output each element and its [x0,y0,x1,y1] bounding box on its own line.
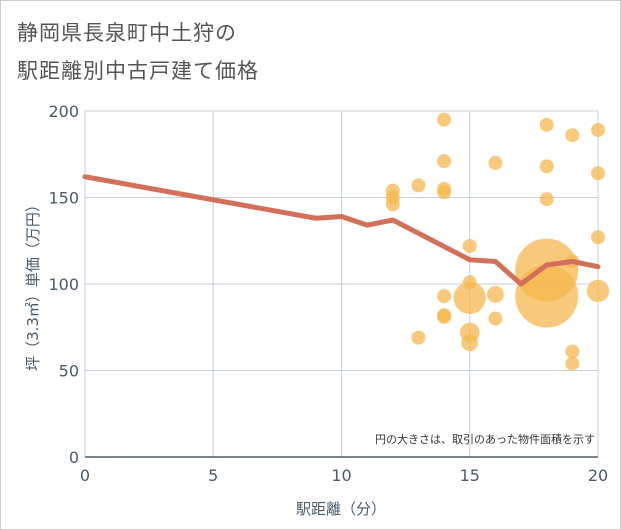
data-point [539,117,554,132]
x-tick-label: 0 [80,466,90,485]
data-point [453,281,486,314]
data-point [565,344,580,359]
data-point [565,128,580,143]
data-point [437,154,452,169]
data-point [515,264,579,328]
data-point [462,238,477,253]
x-axis-label: 駅距離（分） [296,500,386,518]
data-point [487,285,504,303]
data-point [591,166,605,181]
x-tick-label: 20 [588,466,608,485]
x-tick-label: 10 [331,466,351,485]
trend-line [82,174,601,287]
data-point [488,155,503,170]
y-axis-label: 坪（3.3㎡）単価（万円） [24,197,42,371]
y-tick-label: 100 [48,275,79,294]
chart-title-line1: 静岡県長泉町中土狩の [17,21,237,45]
x-tick-label: 15 [460,466,480,485]
y-tick-label: 0 [69,448,79,467]
y-tick-label: 200 [48,102,79,121]
y-tick-labels: 0 50 100 150 200 [48,102,79,467]
x-tick-label: 5 [208,466,218,485]
data-point [586,279,610,303]
chart-title-line2: 駅距離別中古戸建て価格 [17,59,259,83]
data-point [437,185,452,200]
data-point [385,197,400,212]
y-tick-label: 150 [48,189,79,208]
data-point [411,330,426,345]
data-point [437,309,452,324]
data-point [591,230,605,245]
data-point [437,112,452,127]
data-point [437,289,452,304]
data-point [488,311,503,326]
y-tick-label: 50 [59,362,79,381]
data-point [539,159,554,174]
data-point [411,178,426,193]
data-point [591,123,605,138]
data-point [462,275,477,290]
data-points [385,112,610,371]
data-point [565,356,580,371]
x-tick-labels: 0 5 10 15 20 [80,466,608,485]
data-point [461,334,479,352]
data-point [539,192,554,207]
size-legend-note: 円の大きさは、取引のあった物件面積を示す [375,432,595,446]
